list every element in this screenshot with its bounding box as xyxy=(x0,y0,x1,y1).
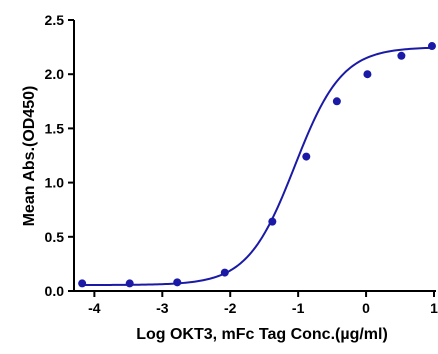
x-tick-label: -2 xyxy=(224,300,237,316)
y-ticks: 0.0 0.5 1.0 1.5 2.0 2.5 xyxy=(45,12,74,299)
y-tick-label: 2.5 xyxy=(45,12,65,28)
data-point xyxy=(126,279,134,287)
x-tick-label: -3 xyxy=(156,300,169,316)
y-tick-label: 0.0 xyxy=(45,283,65,299)
data-point xyxy=(397,52,405,60)
data-point xyxy=(268,218,276,226)
y-axis-title: Mean Abs.(OD450) xyxy=(21,86,38,227)
x-axis-title: Log OKT3, mFc Tag Conc.(µg/ml) xyxy=(136,326,388,343)
data-point xyxy=(428,42,436,50)
y-tick-label: 0.5 xyxy=(45,229,65,245)
data-point xyxy=(363,70,371,78)
y-tick-label: 2.0 xyxy=(45,66,65,82)
y-tick-label: 1.5 xyxy=(45,120,65,136)
x-tick-label: -1 xyxy=(292,300,305,316)
fit-curve xyxy=(82,48,434,285)
x-ticks: -4 -3 -2 -1 0 1 xyxy=(88,291,438,316)
x-tick-label: 1 xyxy=(430,300,438,316)
data-point xyxy=(302,153,310,161)
data-point xyxy=(221,269,229,277)
x-tick-label: 0 xyxy=(362,300,370,316)
data-point xyxy=(78,279,86,287)
fit-curve-layer xyxy=(82,48,434,285)
data-point xyxy=(333,97,341,105)
data-point xyxy=(173,278,181,286)
x-tick-label: -4 xyxy=(88,300,101,316)
y-tick-label: 1.0 xyxy=(45,175,65,191)
axes xyxy=(73,20,436,292)
data-points xyxy=(78,42,436,287)
